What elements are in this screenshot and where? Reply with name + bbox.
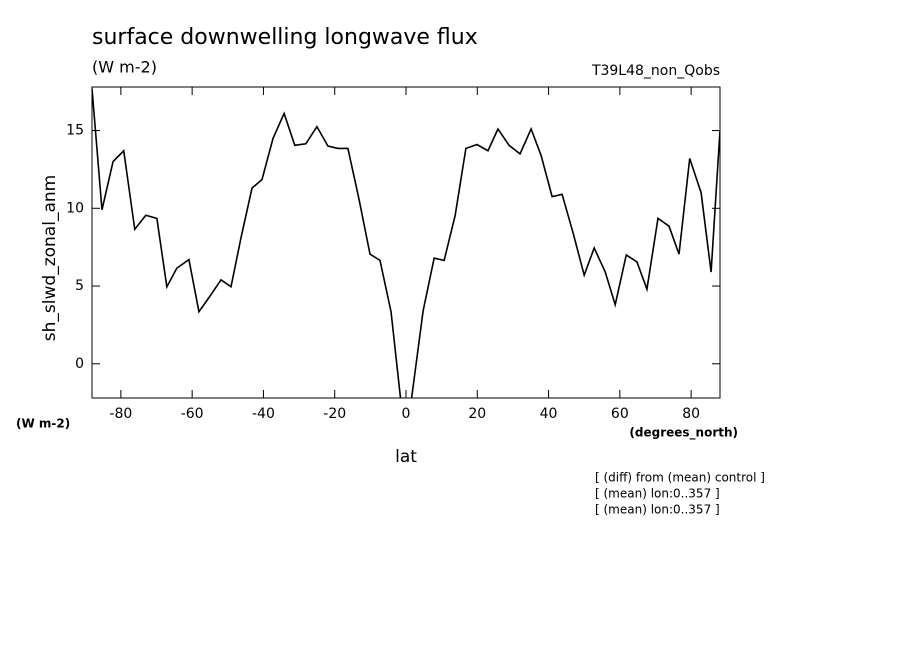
x-units: (degrees_north) [629,426,738,441]
y-tick-label: 0 [75,356,84,372]
x-tick-label: 0 [402,406,411,422]
dataset-label: T39L48_non_Qobs [591,63,720,79]
subtitle: (W m-2) [92,58,157,77]
x-tick-label: -20 [323,406,346,422]
x-tick-label: 40 [540,406,558,422]
x-tick-label: -80 [109,406,132,422]
y-tick-label: 5 [75,278,84,294]
chart-title: surface downwelling longwave flux [92,25,478,50]
note: [ (mean) lon:0..357 ] [595,503,720,517]
y-axis-label: sh_slwd_zonal_anm [40,175,60,341]
x-tick-label: -60 [181,406,204,422]
y-tick-label: 10 [66,200,84,216]
x-tick-label: 60 [611,406,629,422]
x-tick-label: 20 [468,406,486,422]
x-axis-label: lat [395,447,417,467]
data-line [92,88,720,398]
plot-frame [91,86,721,399]
note: [ (diff) from (mean) control ] [595,471,765,485]
x-tick-label: -40 [252,406,275,422]
note: [ (mean) lon:0..357 ] [595,487,720,501]
y-tick-label: 15 [66,123,84,139]
x-tick-label: 80 [682,406,700,422]
y-units: (W m-2) [16,417,70,431]
